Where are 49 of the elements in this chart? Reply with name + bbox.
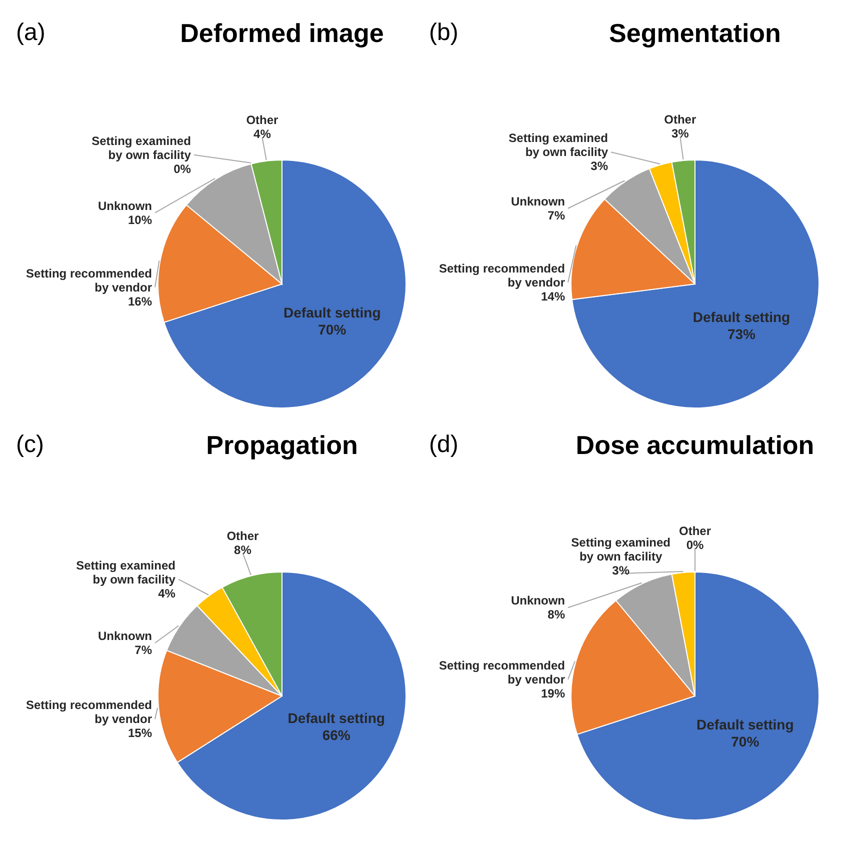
slice-label: Setting recommended by vendor <box>438 658 566 686</box>
data-label: 70% <box>731 733 760 750</box>
text: 0% <box>686 538 704 552</box>
slice-label: Default setting <box>692 309 790 325</box>
slice-label: Default setting <box>284 304 381 320</box>
text: (c) <box>16 431 44 458</box>
slice-label: Unknown <box>511 594 565 608</box>
slice-label: Setting recommended by vendor <box>26 698 152 726</box>
category-label: Other <box>678 524 712 538</box>
data-label: 14% <box>540 289 566 304</box>
data-label: 3% <box>612 563 630 578</box>
data-label: 3% <box>671 126 690 141</box>
text: (b) <box>429 19 458 46</box>
slice-label: Default setting <box>288 710 385 726</box>
chart-title: Dose accumulation <box>576 430 814 460</box>
data-label: 8% <box>548 608 566 622</box>
data-label: 15% <box>128 726 152 740</box>
slice-label: Setting examined by own facility <box>76 558 176 586</box>
data-label: 4% <box>254 127 272 142</box>
text: (d) <box>429 431 458 458</box>
slice-label: Setting examined by own facility <box>508 131 608 160</box>
slice-label: Other <box>226 528 260 543</box>
chart-title: Deformed image <box>180 18 384 48</box>
data-label: 4% <box>158 586 176 600</box>
text: 0% <box>174 162 191 176</box>
data-label: 16% <box>128 294 152 308</box>
slice-label: Default setting <box>696 716 794 732</box>
slice-label: Setting recommended by vendor <box>26 266 152 294</box>
pie-slice <box>571 160 820 408</box>
slice-label: Unknown <box>98 629 152 643</box>
slice-label: Other <box>664 112 696 127</box>
slice-label: Setting examined by own facility <box>571 535 671 564</box>
data-label: 70% <box>318 321 347 338</box>
chart-title: Propagation <box>206 430 358 460</box>
data-label: 73% <box>727 326 756 342</box>
data-label: 7% <box>134 643 152 657</box>
data-label: 8% <box>234 542 252 557</box>
category-label: Setting examined by own facility <box>92 134 191 162</box>
slice-label: Unknown <box>98 198 152 213</box>
data-label: 19% <box>540 686 566 700</box>
data-label: 7% <box>548 208 566 222</box>
data-label: 10% <box>128 212 152 227</box>
data-label: 3% <box>590 159 608 174</box>
chart-title: Segmentation <box>609 18 781 48</box>
slice-label: Setting recommended by vendor <box>438 261 566 290</box>
slice-label: Other <box>246 113 279 128</box>
slice-label: Unknown <box>511 194 565 208</box>
text: (a) <box>16 19 46 46</box>
data-label: 66% <box>322 726 351 743</box>
